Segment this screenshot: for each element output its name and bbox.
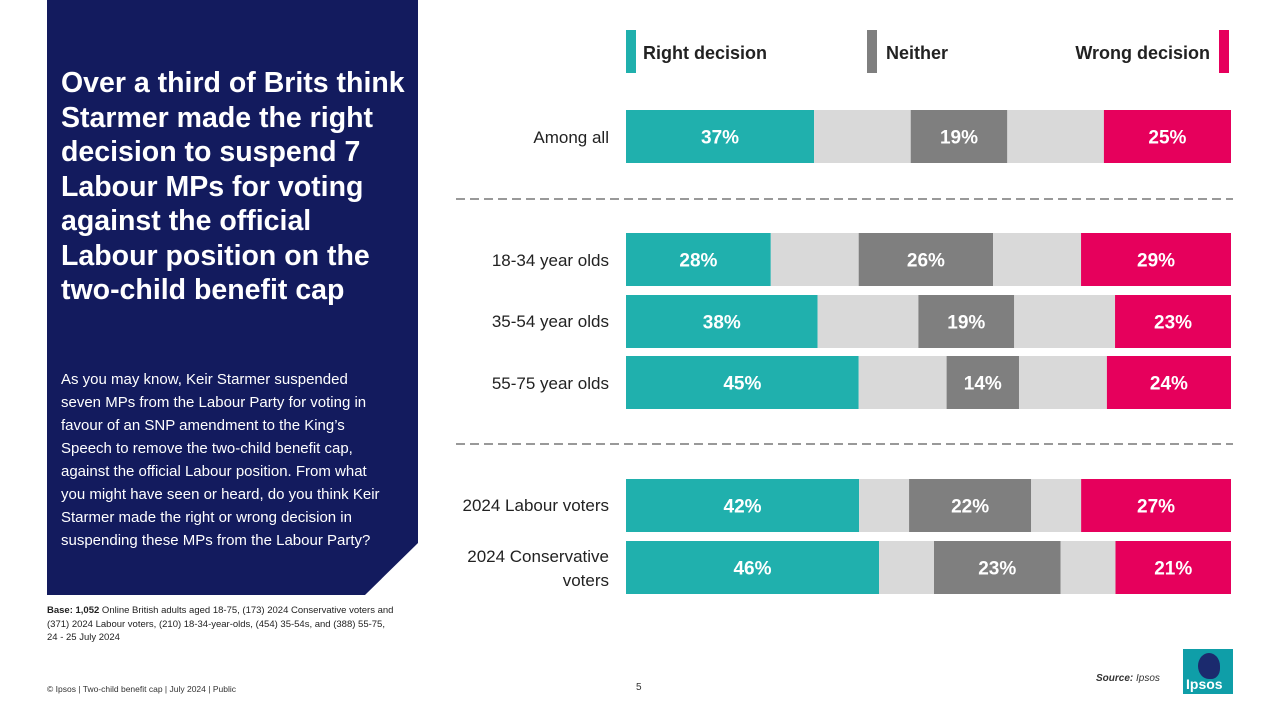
bar-gap-35-54 <box>1014 295 1116 348</box>
bar-wrong-labour <box>1081 479 1231 532</box>
row-label-35-54: 35-54 year olds <box>491 312 609 331</box>
survey-question: As you may know, Keir Starmer suspended … <box>61 371 380 549</box>
bar-right-labour <box>626 479 860 532</box>
source-label: Source: <box>1096 673 1134 684</box>
data-label-neither-18-34: 26% <box>907 251 945 272</box>
logo-text: Ipsos <box>1186 676 1223 692</box>
title-panel <box>47 0 418 595</box>
data-label-neither-35-54: 19% <box>947 313 985 334</box>
data-label-right-35-54: 38% <box>703 313 741 334</box>
data-label-wrong-all: 25% <box>1148 128 1186 149</box>
ipsos-logo: Ipsos <box>1183 649 1233 694</box>
page-title: Over a third of Brits think Starmer made… <box>61 67 405 306</box>
bar-neither-labour <box>909 479 1032 532</box>
row-label-conservative: 2024 Conservative voters <box>467 547 609 590</box>
bar-gap-all <box>1007 110 1104 163</box>
bar-gap-18-34 <box>993 233 1082 286</box>
data-label-wrong-conservative: 21% <box>1154 559 1192 580</box>
bar-gap-labour <box>1031 479 1082 532</box>
bar-right-18-34 <box>626 233 771 286</box>
page-number: 5 <box>636 682 642 693</box>
base-note: Base: 1,052 Online British adults aged 1… <box>47 604 397 645</box>
data-label-neither-all: 19% <box>940 128 978 149</box>
bar-neither-18-34 <box>858 233 994 286</box>
data-label-right-labour: 42% <box>724 497 762 518</box>
data-label-neither-conservative: 23% <box>978 559 1016 580</box>
data-label-neither-labour: 22% <box>951 497 989 518</box>
logo-mark-icon <box>1198 653 1220 679</box>
data-label-right-all: 37% <box>701 128 739 149</box>
source-note: Source: Ipsos <box>1096 673 1160 684</box>
bar-neither-conservative <box>934 541 1061 594</box>
bar-right-35-54 <box>626 295 818 348</box>
bar-neither-all <box>910 110 1008 163</box>
bar-wrong-55-75 <box>1106 356 1231 409</box>
bar-right-conservative <box>626 541 879 594</box>
legend-label-wrong: Wrong decision <box>1075 43 1210 63</box>
bar-gap-55-75 <box>858 356 947 409</box>
legend-label-neither: Neither <box>886 43 949 63</box>
bar-wrong-conservative <box>1115 541 1231 594</box>
data-label-right-18-34: 28% <box>679 251 717 272</box>
data-label-right-conservative: 46% <box>733 559 771 580</box>
footer-text: © Ipsos | Two-child benefit cap | July 2… <box>47 684 236 694</box>
legend-label-right: Right decision <box>643 43 768 63</box>
bar-gap-35-54 <box>817 295 919 348</box>
bar-gap-conservative <box>879 541 934 594</box>
bar-wrong-18-34 <box>1081 233 1231 286</box>
bar-gap-all <box>814 110 911 163</box>
legend-swatch-right <box>626 30 636 73</box>
data-label-neither-55-75: 14% <box>964 374 1002 395</box>
bar-neither-35-54 <box>918 295 1015 348</box>
data-label-wrong-labour: 27% <box>1137 497 1175 518</box>
bar-wrong-35-54 <box>1115 295 1231 348</box>
bar-gap-labour <box>859 479 910 532</box>
row-label-18-34: 18-34 year olds <box>491 251 609 270</box>
row-label-all: Among all <box>533 128 609 147</box>
base-label: Base: 1,052 <box>47 605 100 616</box>
source-value: Ipsos <box>1136 673 1160 684</box>
data-label-right-55-75: 45% <box>723 374 761 395</box>
data-label-wrong-35-54: 23% <box>1154 313 1192 334</box>
data-label-wrong-18-34: 29% <box>1137 251 1175 272</box>
bar-right-55-75 <box>626 356 859 409</box>
legend-swatch-neither <box>867 30 877 73</box>
bar-gap-55-75 <box>1018 356 1107 409</box>
bar-neither-55-75 <box>946 356 1019 409</box>
row-label-55-75: 55-75 year olds <box>491 374 609 393</box>
base-text: Online British adults aged 18-75, (173) … <box>47 605 394 643</box>
legend-swatch-wrong <box>1219 30 1229 73</box>
bar-gap-18-34 <box>770 233 859 286</box>
bar-gap-conservative <box>1060 541 1116 594</box>
bar-right-all <box>626 110 815 163</box>
bar-wrong-all <box>1103 110 1231 163</box>
data-label-wrong-55-75: 24% <box>1150 374 1188 395</box>
row-label-labour: 2024 Labour voters <box>462 496 610 515</box>
